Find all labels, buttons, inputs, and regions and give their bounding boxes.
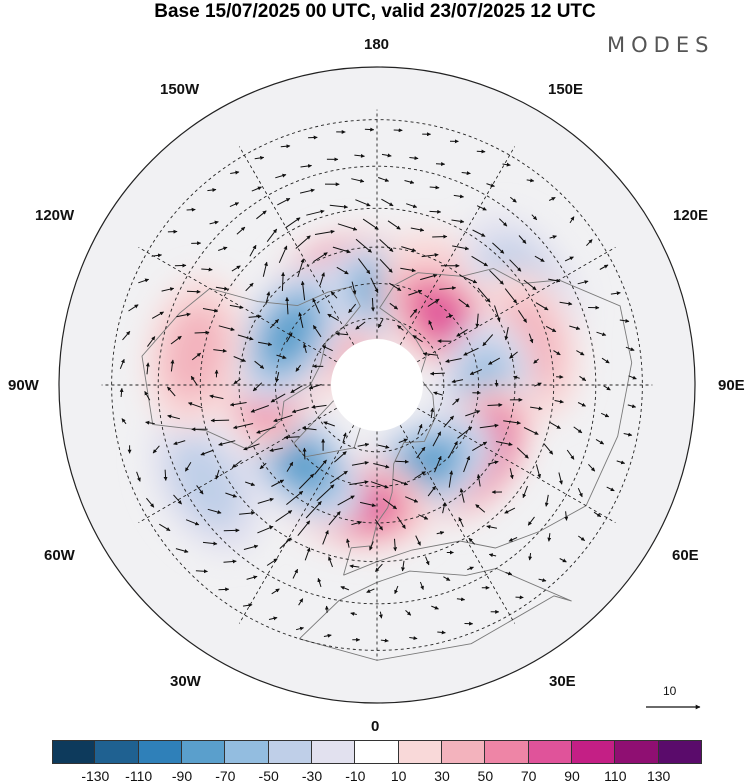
colorbar-tick-label: -10 [333, 768, 377, 784]
wind-vector [488, 405, 503, 406]
reference-vector-label: 10 [663, 684, 676, 698]
wind-vector [304, 448, 305, 459]
wind-vector [211, 420, 229, 421]
wind-vector [432, 237, 447, 238]
colorbar-tick-label: 10 [377, 768, 421, 784]
wind-vector [201, 269, 212, 270]
lon-label-30e: 30E [549, 673, 576, 690]
wind-vector [165, 470, 166, 481]
colorbar-tick-label: 50 [463, 768, 507, 784]
map-title: Base 15/07/2025 00 UTC, valid 23/07/2025… [0, 0, 750, 24]
colorbar-tick-label: 70 [507, 768, 551, 784]
colorbar-tick-label: -90 [160, 768, 204, 784]
lon-label-150w: 150W [160, 81, 199, 98]
wind-vector [436, 164, 445, 165]
lon-label-60e: 60E [672, 547, 699, 564]
wind-vector [477, 151, 485, 152]
colorbar-swatch [269, 740, 312, 764]
colorbar-tick-label: -70 [203, 768, 247, 784]
brand-logo: MODES [607, 33, 714, 57]
colorbar-swatch [139, 740, 182, 764]
wind-vector [430, 373, 445, 374]
colorbar-swatch [442, 740, 485, 764]
colorbar-tick-label: -110 [117, 768, 161, 784]
wind-vector [195, 332, 210, 333]
colorbar [52, 740, 702, 764]
colorbar-tick-label: 130 [637, 768, 681, 784]
lon-label-180: 180 [364, 36, 389, 53]
colorbar-swatch [355, 740, 398, 764]
wind-vector [430, 211, 441, 212]
colorbar-swatch [312, 740, 355, 764]
colorbar-tick-label: -130 [73, 768, 117, 784]
lon-label-0: 0 [371, 718, 379, 735]
wind-vector [187, 291, 200, 292]
colorbar-swatch [659, 740, 702, 764]
colorbar-tick-label: -50 [247, 768, 291, 784]
pole-hole [331, 339, 423, 431]
colorbar-swatch [485, 740, 528, 764]
colorbar-swatch [572, 740, 615, 764]
colorbar-tick-label: 90 [550, 768, 594, 784]
colorbar-swatch [399, 740, 442, 764]
wind-vector [395, 461, 408, 462]
wind-vector [219, 589, 229, 590]
colorbar-swatch [615, 740, 658, 764]
lon-label-120e: 120E [673, 207, 708, 224]
lon-label-60w: 60W [44, 547, 75, 564]
lon-label-150e: 150E [548, 81, 583, 98]
lon-label-120w: 120W [35, 207, 74, 224]
colorbar-swatch [182, 740, 225, 764]
lon-label-90e: 90E [718, 377, 745, 394]
colorbar-swatch [95, 740, 138, 764]
colorbar-swatch [225, 740, 268, 764]
colorbar-tick-label: -30 [290, 768, 334, 784]
lon-label-90w: 90W [8, 377, 39, 394]
colorbar-tick-label: 30 [420, 768, 464, 784]
colorbar-swatch [52, 740, 95, 764]
colorbar-tick-label: 110 [593, 768, 637, 784]
colorbar-swatch [529, 740, 572, 764]
wind-vector [187, 210, 196, 211]
lon-label-30w: 30W [170, 673, 201, 690]
wind-vector [327, 606, 328, 613]
